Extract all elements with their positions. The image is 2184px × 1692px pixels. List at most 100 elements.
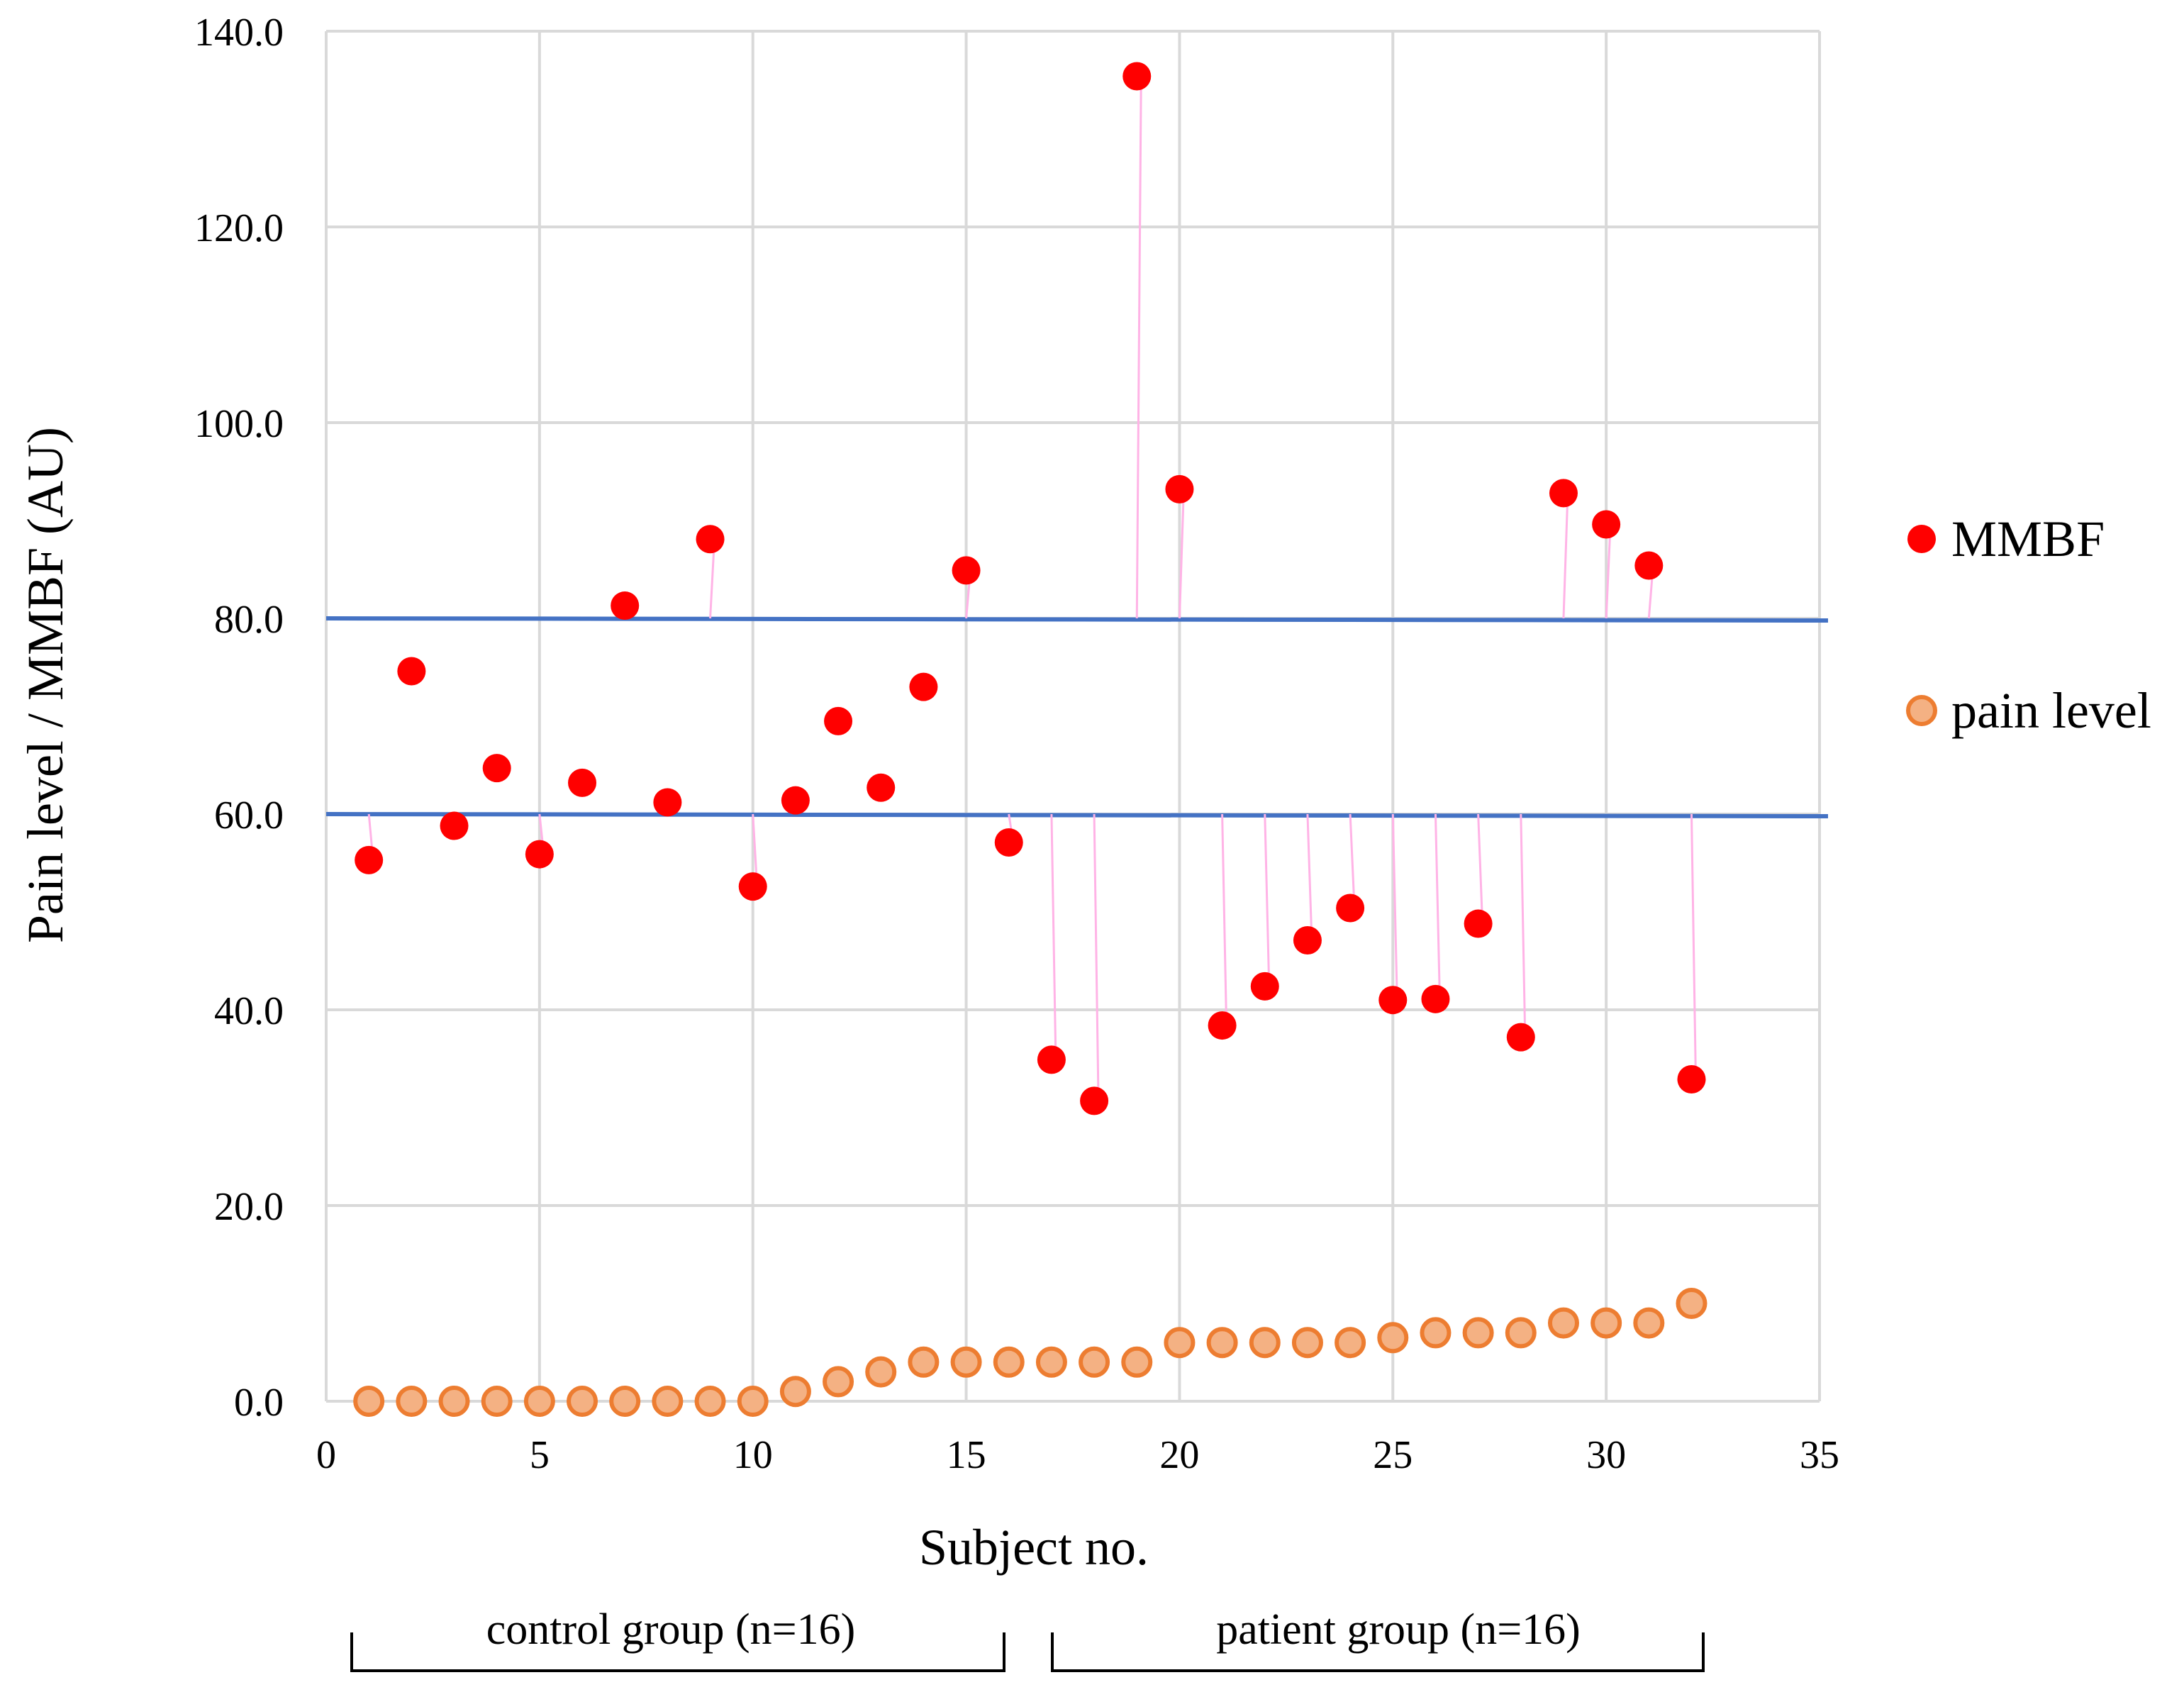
y-tick-label: 0.0 bbox=[234, 1381, 284, 1425]
pain-level-point bbox=[1291, 1327, 1323, 1359]
mmbf-point bbox=[1122, 62, 1152, 91]
pain-level-point bbox=[737, 1386, 769, 1417]
mmbf-point bbox=[440, 811, 469, 840]
pain-level-point bbox=[1547, 1307, 1579, 1339]
grid bbox=[325, 30, 1821, 1403]
mmbf-point bbox=[1592, 510, 1621, 539]
pain-level-point bbox=[1420, 1317, 1452, 1349]
mmbf-connector bbox=[1135, 76, 1142, 619]
mmbf-connector bbox=[1391, 813, 1398, 1001]
x-tick-label: 10 bbox=[733, 1433, 773, 1477]
mmbf-point bbox=[909, 672, 938, 701]
pain-level-point bbox=[694, 1386, 726, 1417]
mmbf-point bbox=[1165, 474, 1194, 503]
pain-level-point bbox=[567, 1386, 598, 1417]
x-tick-label: 15 bbox=[947, 1433, 986, 1477]
mmbf-point bbox=[824, 706, 853, 735]
mmbf-point bbox=[397, 657, 426, 686]
y-tick-label: 80.0 bbox=[214, 598, 284, 642]
pain-level-point bbox=[1676, 1288, 1707, 1319]
pain-level-point bbox=[1121, 1346, 1153, 1378]
pain-level-point bbox=[865, 1356, 897, 1388]
mmbf-connector bbox=[1520, 813, 1527, 1037]
mmbf-point bbox=[696, 525, 725, 554]
pain-level-point bbox=[353, 1386, 385, 1417]
legend-pain-label: pain level bbox=[1951, 682, 2151, 739]
pain-level-point bbox=[1035, 1346, 1067, 1378]
pain-level-point bbox=[1206, 1327, 1238, 1359]
pain-level-point bbox=[396, 1386, 428, 1417]
group-brackets: control group (n=16) patient group (n=16… bbox=[350, 1605, 1705, 1672]
legend-mmbf-label: MMBF bbox=[1951, 511, 2105, 567]
mmbf-connector bbox=[1605, 524, 1612, 619]
data-points bbox=[353, 62, 1707, 1417]
pain-level-point bbox=[908, 1346, 940, 1378]
pain-level-point bbox=[950, 1346, 982, 1378]
control-group-bracket bbox=[350, 1632, 1005, 1672]
mmbf-connector bbox=[1264, 813, 1271, 986]
x-tick-label: 30 bbox=[1586, 1433, 1626, 1477]
pain-level-point bbox=[1590, 1307, 1622, 1339]
pain-level-point bbox=[1505, 1317, 1537, 1349]
mmbf-point bbox=[1080, 1086, 1109, 1115]
pain-level-point bbox=[481, 1386, 513, 1417]
mmbf-point bbox=[1378, 986, 1408, 1015]
pain-level-point bbox=[652, 1386, 684, 1417]
x-tick-label: 35 bbox=[1800, 1433, 1839, 1477]
y-tick-label: 140.0 bbox=[194, 11, 284, 55]
x-tick-label: 25 bbox=[1373, 1433, 1413, 1477]
mmbf-point bbox=[1293, 926, 1322, 955]
connectors bbox=[367, 76, 1697, 1101]
mmbf-connector bbox=[1306, 813, 1313, 941]
mmbf-point bbox=[1677, 1064, 1706, 1093]
pain-level-point bbox=[1462, 1317, 1494, 1349]
y-tick-label: 40.0 bbox=[214, 989, 284, 1033]
mmbf-connector bbox=[1050, 813, 1057, 1060]
mmbf-point bbox=[482, 754, 511, 783]
y-tick-label: 100.0 bbox=[194, 402, 284, 446]
mmbf-connector bbox=[1434, 813, 1441, 999]
pain-level-point bbox=[1079, 1346, 1110, 1378]
pain-level-point bbox=[523, 1386, 555, 1417]
pain-level-point bbox=[1377, 1322, 1409, 1354]
mmbf-point bbox=[1336, 894, 1365, 923]
mmbf-point bbox=[738, 872, 767, 901]
mmbf-connector bbox=[1349, 813, 1356, 908]
pain-level-point bbox=[823, 1366, 854, 1398]
pain-level-point bbox=[1335, 1327, 1366, 1359]
pain-level-point bbox=[779, 1376, 811, 1408]
mmbf-point bbox=[1464, 909, 1493, 938]
mmbf-point bbox=[1549, 479, 1578, 508]
mmbf-point bbox=[1506, 1023, 1535, 1052]
y-tick-label: 60.0 bbox=[214, 794, 284, 837]
y-tick-label: 120.0 bbox=[194, 206, 284, 250]
y-axis-title: Pain level / MMBF (AU) bbox=[17, 427, 74, 943]
mmbf-connector bbox=[1178, 489, 1185, 619]
y-tick-label: 20.0 bbox=[214, 1185, 284, 1229]
mmbf-point bbox=[781, 786, 810, 815]
lower-threshold-line bbox=[325, 812, 1829, 818]
x-axis-title: Subject no. bbox=[919, 1519, 1149, 1576]
mmbf-point bbox=[994, 828, 1023, 857]
mmbf-point bbox=[653, 788, 682, 817]
mmbf-connector bbox=[1093, 813, 1100, 1101]
pain-level-point bbox=[993, 1346, 1025, 1378]
patient-group-label: patient group (n=16) bbox=[1216, 1605, 1581, 1654]
mmbf-point bbox=[611, 591, 640, 620]
mmbf-connector bbox=[1477, 813, 1484, 924]
upper-threshold-line bbox=[325, 616, 1829, 623]
mmbf-point bbox=[867, 773, 896, 802]
mmbf-point bbox=[1208, 1011, 1237, 1040]
pain-level-point bbox=[1633, 1307, 1665, 1339]
pain-level-point bbox=[438, 1386, 470, 1417]
mmbf-connector bbox=[1221, 813, 1228, 1026]
legend-pain-marker bbox=[1906, 695, 1937, 726]
mmbf-point bbox=[568, 768, 597, 797]
mmbf-connector bbox=[1562, 493, 1569, 619]
reference-lines bbox=[325, 616, 1829, 818]
patient-group-bracket bbox=[1051, 1632, 1705, 1672]
pain-level-point bbox=[1249, 1327, 1281, 1359]
x-tick-label: 5 bbox=[530, 1433, 550, 1477]
